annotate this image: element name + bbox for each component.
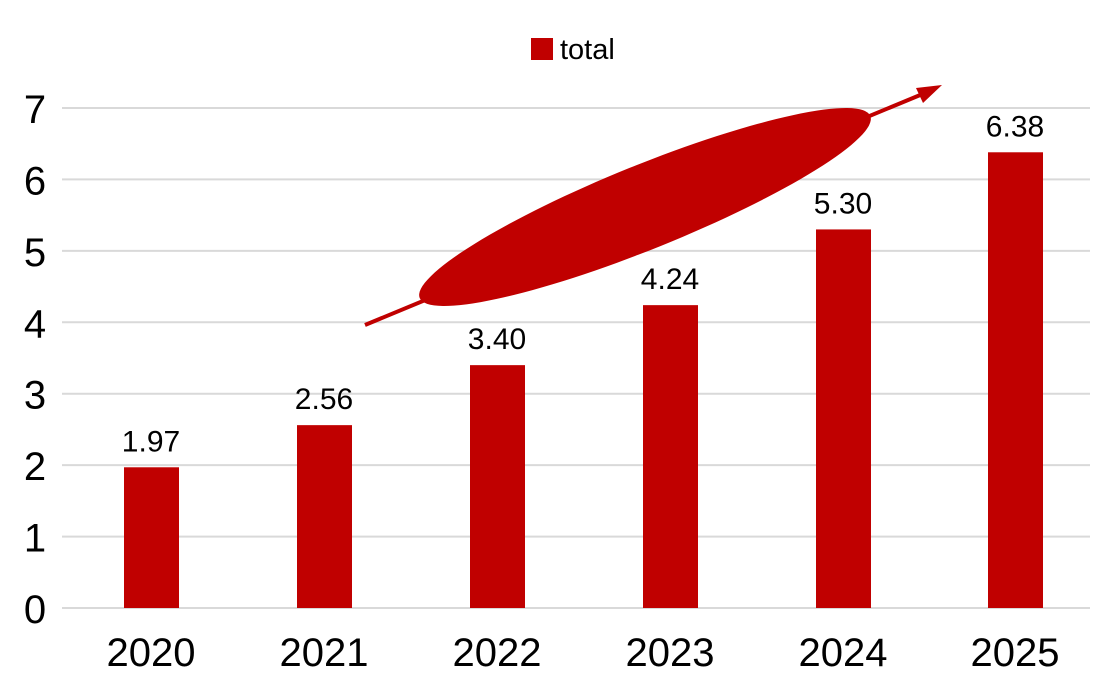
trend-ellipse <box>419 107 871 307</box>
y-tick-label: 2 <box>24 445 46 489</box>
data-label: 2.56 <box>295 383 353 416</box>
bar-2022 <box>470 365 525 608</box>
x-tick-label: 2021 <box>280 631 369 675</box>
bar-2021 <box>297 425 352 608</box>
x-tick-label: 2022 <box>453 631 542 675</box>
legend: total <box>531 34 615 66</box>
bar-2020 <box>124 467 179 608</box>
x-tick-label: 2025 <box>971 631 1060 675</box>
gridlines <box>62 107 1090 609</box>
legend-swatch <box>531 38 553 60</box>
y-axis: 0 1 2 3 4 5 6 7 <box>24 88 46 632</box>
bars: 1.97 2.56 3.40 4.24 5.30 6.38 <box>122 110 1044 609</box>
y-tick-label: 3 <box>24 374 46 418</box>
data-label: 6.38 <box>986 110 1044 143</box>
x-tick-label: 2023 <box>626 631 715 675</box>
bar-2024 <box>816 229 871 608</box>
data-label: 5.30 <box>814 187 872 220</box>
bar-2025 <box>988 152 1043 609</box>
x-tick-label: 2024 <box>799 631 888 675</box>
data-label: 3.40 <box>468 323 526 356</box>
data-label: 1.97 <box>122 425 180 458</box>
legend-label: total <box>560 34 615 66</box>
x-tick-label: 2020 <box>107 631 196 675</box>
y-tick-label: 0 <box>24 588 46 632</box>
trend-arrow-head <box>916 85 942 103</box>
y-tick-label: 1 <box>24 517 46 561</box>
x-axis: 2020 2021 2022 2023 2024 2025 <box>107 631 1060 675</box>
y-tick-label: 7 <box>24 88 46 132</box>
y-tick-label: 5 <box>24 231 46 275</box>
bar-2023 <box>643 305 698 608</box>
trend-arrow-annotation <box>364 85 942 327</box>
data-label: 4.24 <box>641 263 699 296</box>
y-tick-label: 6 <box>24 159 46 203</box>
y-tick-label: 4 <box>24 302 46 346</box>
